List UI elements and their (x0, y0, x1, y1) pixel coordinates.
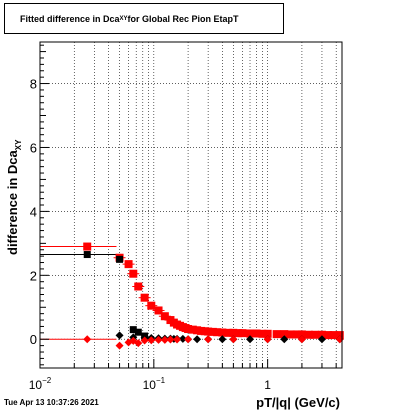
data-point (208, 327, 217, 336)
x-axis-label: pT/|q| (GeV/c) (256, 395, 340, 410)
data-point (246, 329, 255, 338)
data-point (116, 255, 124, 263)
y-axis-label-main: difference in Dca (5, 149, 20, 255)
data-point (188, 325, 197, 334)
data-point (229, 328, 238, 337)
x-tick-label-exponent: −1 (156, 376, 166, 385)
data-point (178, 334, 187, 343)
data-point (252, 329, 261, 338)
data-point (134, 339, 143, 348)
x-tick-label: 1 (264, 378, 271, 392)
data-point (280, 335, 289, 344)
data-point (297, 330, 306, 339)
data-point (204, 335, 213, 344)
x-tick-label-base: 10 (143, 378, 157, 392)
data-point (272, 330, 281, 339)
y-tick-label: 2 (30, 268, 37, 283)
data-point (310, 330, 319, 339)
data-point (193, 335, 202, 344)
data-point (83, 335, 92, 344)
x-tick-label: 10−1 (143, 376, 166, 392)
plot-frame (39, 41, 343, 369)
data-point (129, 326, 137, 334)
data-point (238, 329, 247, 338)
title-subscript: XY (119, 15, 128, 22)
data-point (173, 335, 182, 344)
title-prefix: Fitted difference in Dca (20, 13, 120, 24)
data-point (184, 325, 193, 334)
data-point (317, 335, 326, 344)
data-point (280, 330, 289, 339)
y-tick-label: 0 (30, 332, 37, 347)
data-point (115, 341, 124, 350)
x-tick-label-exponent: −2 (42, 376, 52, 385)
data-point (115, 331, 124, 340)
data-point (234, 329, 243, 338)
data-point (147, 301, 156, 310)
data-point (134, 328, 142, 336)
x-tick-label-base: 10 (29, 378, 43, 392)
grid-lines (39, 42, 342, 368)
data-point (83, 251, 91, 259)
data-point (324, 331, 333, 340)
timestamp: Tue Apr 13 10:37:26 2021 (4, 398, 99, 407)
data-point (154, 335, 163, 344)
data-markers (83, 242, 344, 350)
data-point (160, 335, 169, 344)
data-point (224, 328, 233, 337)
data-point (124, 260, 133, 269)
data-point (263, 335, 272, 344)
data-point (263, 329, 272, 338)
data-point (204, 327, 213, 336)
data-point (304, 330, 313, 339)
y-tick-label: 8 (30, 77, 37, 92)
data-point (140, 293, 149, 302)
data-point (292, 330, 301, 339)
data-point (335, 331, 344, 340)
data-point (286, 330, 295, 339)
y-tick-label: 4 (30, 204, 37, 219)
x-tick-label-base: 1 (264, 378, 271, 392)
axis-ticks (39, 44, 337, 368)
data-point (129, 269, 138, 278)
data-point (140, 336, 149, 345)
data-point (213, 328, 222, 337)
data-point (329, 331, 338, 340)
title-suffix: for Global Rec Pion EtapT (127, 13, 239, 24)
x-tick-label: 10−2 (29, 376, 52, 392)
data-point (317, 330, 326, 339)
chart-title: Fitted difference in Dca XY for Global Re… (4, 3, 284, 34)
data-point (218, 335, 227, 344)
data-point (246, 335, 255, 344)
data-point (166, 335, 175, 344)
data-point (154, 306, 163, 315)
data-point (229, 335, 238, 344)
data-point (160, 312, 169, 321)
y-axis-label: difference in DcaXY (5, 139, 23, 255)
y-axis-label-sub: XY (14, 139, 23, 150)
data-point (184, 335, 193, 344)
data-point (297, 335, 306, 344)
y-tick-label: 6 (30, 140, 37, 155)
data-point (147, 336, 156, 345)
data-point (83, 242, 92, 251)
data-point (258, 329, 267, 338)
data-point (134, 282, 143, 291)
data-point (218, 328, 227, 337)
